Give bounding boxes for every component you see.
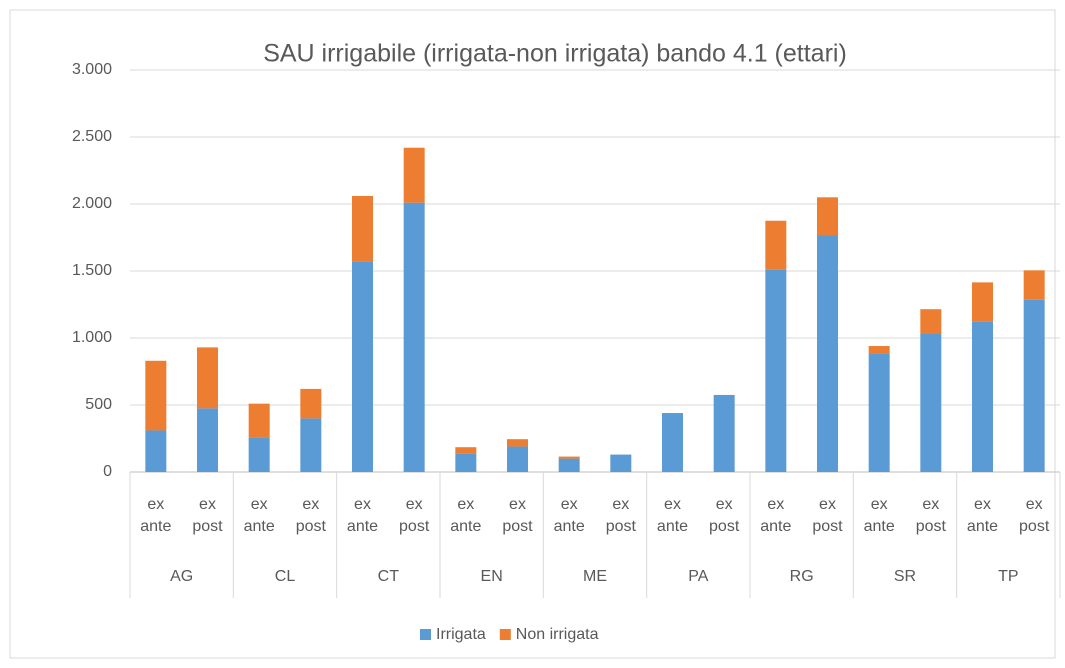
bar-segment — [817, 235, 838, 472]
y-tick-label: 1.500 — [72, 262, 112, 279]
bar-segment — [300, 418, 322, 472]
legend-label: Irrigata — [436, 626, 486, 643]
bar-segment — [145, 360, 167, 431]
bar-segment — [455, 447, 477, 454]
y-tick-label: 3.000 — [72, 61, 112, 78]
bar-segment — [1023, 299, 1045, 472]
bar-segment — [300, 388, 322, 419]
bar-segment — [610, 454, 632, 472]
group-label: AG — [170, 568, 194, 585]
x-tick-label: ex ante — [656, 496, 689, 535]
group-label: PA — [688, 568, 709, 585]
x-tick-label: ex post — [1019, 496, 1050, 535]
x-tick-label: ex post — [812, 496, 843, 535]
chart-border — [9, 9, 1056, 659]
x-tick-label: ex ante — [760, 496, 792, 535]
x-tick-label: ex ante — [243, 496, 275, 535]
bar-segment — [868, 353, 890, 472]
x-tick-label: ex post — [295, 496, 326, 535]
bar-segment — [765, 269, 787, 472]
legend-label: Non irrigata — [516, 626, 599, 643]
group-label: SR — [893, 568, 917, 585]
group-label: ME — [583, 568, 607, 585]
bar-segment — [972, 282, 993, 322]
bar-segment — [972, 321, 993, 472]
x-tick-label: ex post — [399, 496, 430, 535]
bar-segment — [817, 197, 838, 236]
bar-segment — [868, 346, 890, 354]
bar-segment — [197, 408, 218, 472]
bar-segment — [248, 403, 270, 438]
bar-segment — [352, 261, 373, 472]
legend-swatch — [499, 629, 511, 640]
x-tick-label: ex post — [192, 496, 223, 535]
x-tick-label: ex ante — [346, 496, 379, 535]
group-label: EN — [480, 568, 503, 585]
x-tick-label: ex ante — [966, 496, 999, 535]
bar-segment — [1023, 270, 1045, 300]
y-tick-label: 500 — [85, 396, 112, 413]
x-tick-label: ex ante — [553, 496, 585, 535]
x-tick-label: ex post — [605, 496, 636, 535]
x-tick-label: ex post — [709, 496, 740, 535]
x-tick-label: ex post — [502, 496, 533, 535]
x-tick-label: ex ante — [863, 496, 895, 535]
bar-segment — [403, 147, 425, 203]
bar-segment — [765, 220, 787, 270]
bar-segment — [507, 439, 528, 447]
group-label: CT — [377, 568, 399, 585]
bar-segment — [558, 458, 580, 472]
bar-segment — [197, 347, 218, 409]
bar-segment — [920, 309, 942, 334]
x-tick-label: ex ante — [140, 496, 172, 535]
bar-segment — [403, 202, 425, 472]
x-tick-label: ex ante — [450, 496, 482, 535]
bar-segment — [558, 456, 580, 459]
bar-segment — [662, 413, 683, 472]
chart-title: SAU irrigabile (irrigata-non irrigata) b… — [263, 40, 847, 68]
y-tick-label: 2.000 — [72, 195, 112, 212]
bar-segment — [920, 333, 942, 472]
legend-swatch — [420, 629, 431, 640]
group-label: TP — [998, 568, 1019, 585]
bar-segment — [145, 430, 167, 472]
x-tick-label: ex post — [915, 496, 946, 535]
bar-segment — [455, 453, 477, 472]
group-label: CL — [274, 568, 296, 585]
bar-segment — [248, 437, 270, 472]
y-tick-label: 2.500 — [72, 128, 112, 145]
bar-segment — [713, 394, 735, 472]
group-label: RG — [789, 568, 814, 585]
y-tick-label: 0 — [103, 463, 112, 480]
bar-segment — [352, 195, 373, 262]
bar-segment — [507, 446, 528, 472]
y-tick-label: 1.000 — [72, 329, 112, 346]
